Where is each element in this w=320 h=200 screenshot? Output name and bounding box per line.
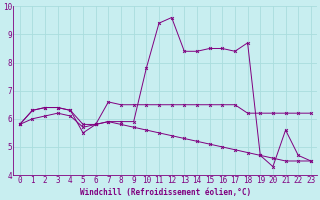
X-axis label: Windchill (Refroidissement éolien,°C): Windchill (Refroidissement éolien,°C) <box>80 188 251 197</box>
